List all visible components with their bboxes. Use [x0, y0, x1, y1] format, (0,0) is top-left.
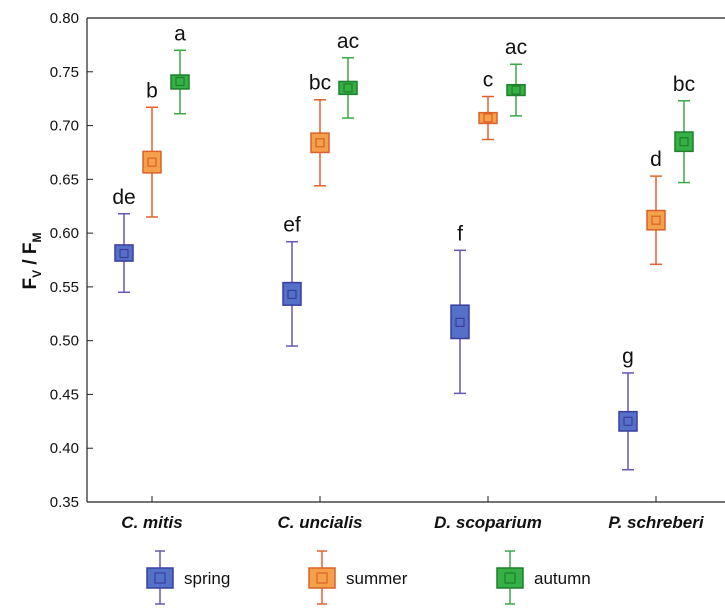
box: [674, 131, 694, 153]
box: [646, 209, 666, 231]
significance-label: bc: [309, 72, 331, 95]
mean-marker: [455, 317, 465, 327]
legend: spring summer autumn: [146, 550, 591, 605]
legend-mean-marker: [154, 572, 166, 584]
mean-marker: [119, 248, 129, 259]
y-axis-label-main: F: [20, 278, 41, 290]
box: [450, 304, 470, 340]
y-tick-label: 0.65: [50, 171, 79, 188]
y-tick-label: 0.75: [50, 64, 79, 81]
mean-marker: [483, 113, 493, 123]
box: [114, 244, 134, 262]
significance-label: ef: [283, 214, 301, 237]
legend-label: autumn: [534, 569, 591, 588]
legend-mean-marker: [504, 572, 516, 584]
box: [142, 150, 162, 174]
box-autumn-1: a: [170, 22, 190, 115]
x-category-label: C. mitis: [121, 513, 182, 532]
mean-marker: [315, 138, 325, 148]
y-axis-label-sep: / F: [20, 242, 41, 269]
significance-label: ac: [337, 30, 359, 53]
box: [506, 83, 526, 97]
significance-label: c: [483, 69, 494, 92]
y-axis-label-sub1: V: [30, 270, 44, 278]
mean-marker: [343, 83, 353, 93]
significance-label: bc: [673, 73, 695, 96]
mean-marker: [147, 157, 157, 167]
box-summer-4: d: [646, 148, 666, 266]
significance-label: ac: [505, 36, 527, 59]
box-summer-3: c: [478, 69, 498, 141]
box-autumn-4: bc: [673, 73, 695, 184]
box: [310, 132, 330, 154]
y-axis-label: FV / FM: [20, 232, 44, 289]
significance-label: f: [457, 222, 463, 245]
box: [478, 111, 498, 125]
y-tick-label: 0.70: [50, 118, 79, 135]
box-spring-1: de: [112, 186, 136, 294]
y-tick-label: 0.50: [50, 333, 79, 350]
axes: 0.35 0.40 0.45 0.50 0.55 0.60 0.65 0.70 0.75 0.80…: [50, 10, 725, 532]
x-category-label: P. schreberi: [608, 513, 704, 532]
y-tick-label: 0.40: [50, 440, 79, 457]
x-category-label: C. uncialis: [277, 513, 362, 532]
box-summer-1: b: [142, 79, 162, 218]
box-spring-3: f: [450, 222, 470, 395]
y-axis-label-sub2: M: [30, 232, 44, 242]
box: [282, 281, 302, 306]
legend-box: [496, 567, 524, 589]
mean-marker: [623, 416, 633, 426]
y-tick-label: 0.35: [50, 494, 79, 511]
mean-marker: [651, 215, 661, 225]
legend-item-summer: summer: [308, 550, 408, 605]
legend-box: [308, 567, 336, 589]
box-autumn-2: ac: [337, 30, 359, 119]
box: [618, 410, 638, 432]
significance-label: g: [622, 345, 634, 368]
legend-mean-marker: [316, 572, 328, 584]
box-summer-2: bc: [309, 72, 331, 187]
significance-label: de: [112, 186, 135, 209]
box-autumn-3: ac: [505, 36, 527, 117]
significance-label: b: [146, 79, 158, 102]
legend-item-spring: spring: [146, 550, 230, 605]
y-tick-label: 0.80: [50, 10, 79, 27]
significance-label: d: [650, 148, 662, 171]
y-tick-label: 0.60: [50, 225, 79, 242]
mean-marker: [679, 137, 689, 147]
significance-label: a: [174, 22, 186, 45]
legend-label: spring: [184, 569, 230, 588]
mean-marker: [511, 85, 521, 95]
legend-item-autumn: autumn: [496, 550, 591, 605]
legend-box: [146, 567, 174, 589]
x-category-label: D. scoparium: [434, 513, 542, 532]
y-tick-label: 0.55: [50, 279, 79, 296]
y-tick-label: 0.45: [50, 386, 79, 403]
box-spring-4: g: [618, 345, 638, 471]
mean-marker: [287, 289, 297, 300]
legend-label: summer: [346, 569, 408, 588]
mean-marker: [175, 76, 185, 87]
box-spring-2: ef: [282, 214, 302, 347]
svg-text:FV / FM: FV / FM: [20, 232, 44, 289]
